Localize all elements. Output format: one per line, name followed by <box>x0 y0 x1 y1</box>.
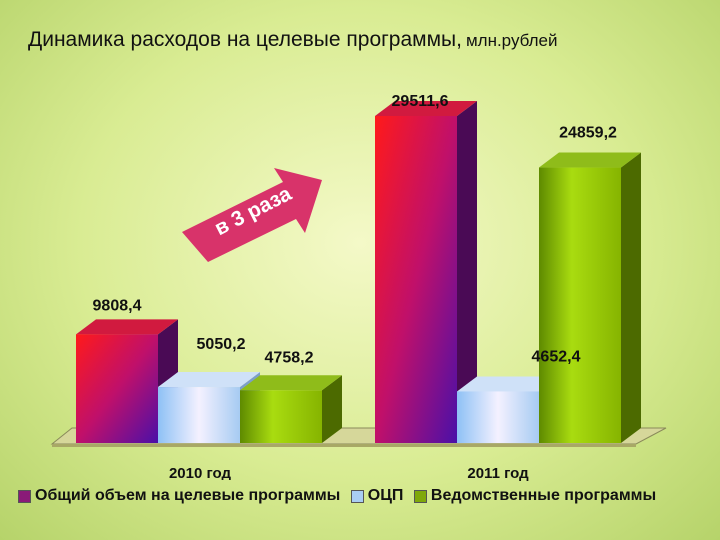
legend-item-ocp: ОЦП <box>350 487 404 505</box>
legend-swatch-total <box>18 489 31 503</box>
bar-ved-0-front <box>240 390 322 443</box>
value-label-ved-0: 4758,2 <box>265 349 314 366</box>
title-text: Динамика расходов на целевые программы, <box>28 28 462 51</box>
floor-front-edge <box>52 444 636 447</box>
bar-total-1-side <box>457 101 477 443</box>
legend-item-ved: Ведомственные программы <box>413 487 657 505</box>
bar-total-0-top <box>76 319 178 335</box>
legend-label-ved: Ведомственные программы <box>430 487 657 504</box>
bar-ocp-1-top <box>457 376 559 392</box>
title-unit: млн.рублей <box>465 31 558 50</box>
bar-total-1-top <box>375 101 477 116</box>
value-label-total-0: 9808,4 <box>93 297 142 314</box>
bar-total-1-front <box>375 116 457 443</box>
bar-ocp-0-top <box>158 372 260 388</box>
legend-label-total: Общий объем на целевые программы <box>35 487 341 504</box>
value-labels-layer: 9808,4 5050,2 4758,2 29511,6 4652,4 24859,2 <box>93 93 617 366</box>
legend-label-ocp: ОЦП <box>367 487 404 504</box>
bar-ved-0-side <box>322 375 342 443</box>
growth-arrow: в 3 раза <box>182 168 322 262</box>
legend-item-total: Общий объем на целевые программы <box>18 487 340 505</box>
value-label-total-1: 29511,6 <box>392 93 449 110</box>
bar-ved-0 <box>240 375 342 443</box>
chart-title: Динамика расходов на целевые программы, м… <box>28 28 558 52</box>
category-label-2010: 2010 год <box>169 465 232 480</box>
value-label-ocp-0: 5050,2 <box>197 336 246 353</box>
bar-ocp-0-front <box>158 387 240 443</box>
bar-total-0-front <box>76 334 158 443</box>
value-label-ocp-1: 4652,4 <box>532 348 581 365</box>
category-label-2011: 2011 год <box>467 465 529 482</box>
legend-swatch-ved <box>413 489 427 503</box>
bar-ved-1 <box>539 152 641 443</box>
value-label-ved-1: 24859,2 <box>559 125 617 142</box>
bar-ved-1-side <box>621 152 641 443</box>
growth-arrow-shape <box>182 168 322 262</box>
bars-layer <box>76 101 641 443</box>
bar-ved-1-front <box>539 167 621 443</box>
legend-swatch-ocp <box>350 489 364 503</box>
legend: Общий объем на целевые программы ОЦП Вед… <box>18 487 662 508</box>
bar-ved-0-top <box>240 375 342 391</box>
chart-area: 9808,4 5050,2 4758,2 29511,6 4652,4 24859,2 в… <box>50 93 667 480</box>
bar-total-1 <box>375 101 477 443</box>
bar-ved-1-top <box>539 152 641 168</box>
category-axis-2011: 2011 год <box>467 465 529 482</box>
bar-ocp-1-front <box>457 391 539 443</box>
